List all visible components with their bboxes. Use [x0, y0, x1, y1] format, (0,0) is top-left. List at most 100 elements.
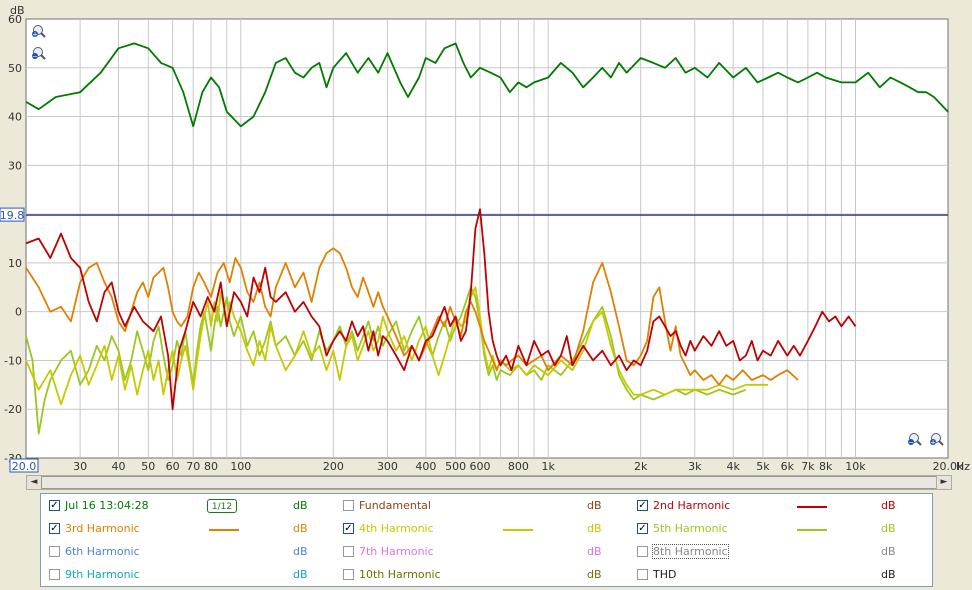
x-tick-label: 5k — [756, 460, 770, 473]
legend-item-10th-harmonic[interactable]: 10th Harmonic dB — [343, 567, 633, 585]
legend-label: 8th Harmonic — [652, 544, 729, 559]
legend-unit: dB — [293, 545, 308, 558]
legend-unit: dB — [881, 499, 896, 512]
legend-checkbox[interactable] — [343, 500, 354, 511]
legend-checkbox[interactable] — [637, 546, 648, 557]
legend-label: 6th Harmonic — [65, 545, 140, 558]
legend-checkbox[interactable]: ✓ — [637, 523, 648, 534]
legend-swatch — [797, 529, 827, 531]
legend-checkbox[interactable] — [49, 546, 60, 557]
smoothing-badge[interactable]: 1/12 — [207, 499, 237, 513]
plot-area[interactable]: 60504030100-10-20-30dB304050607080100200… — [0, 0, 972, 474]
x-tick-label: 800 — [508, 460, 529, 473]
scroll-thumb[interactable] — [41, 476, 939, 489]
reference-line-box[interactable] — [0, 207, 25, 222]
legend-unit: dB — [587, 522, 602, 535]
legend-item-2nd-harmonic[interactable]: ✓ 2nd Harmonic dB — [637, 498, 927, 516]
legend-checkbox[interactable]: ✓ — [49, 523, 60, 534]
x-tick-label: 7k — [801, 460, 815, 473]
zoom-in-icon[interactable]: + — [32, 25, 46, 39]
x-tick-label: 80 — [204, 460, 218, 473]
legend-unit: dB — [293, 568, 308, 581]
legend-label: 5th Harmonic — [653, 522, 728, 535]
x-tick-label: 200 — [323, 460, 344, 473]
legend-swatch — [797, 506, 827, 508]
x-unit-label: Hz — [956, 460, 970, 473]
x-tick-label: 600 — [469, 460, 490, 473]
legend-checkbox[interactable]: ✓ — [637, 500, 648, 511]
y-tick-label: -20 — [4, 403, 22, 416]
y-tick-label: -10 — [4, 354, 22, 367]
legend-unit: dB — [881, 568, 896, 581]
zoom-out-icon[interactable]: − — [32, 47, 46, 61]
x-tick-label: 10k — [845, 460, 866, 473]
legend-label: 3rd Harmonic — [65, 522, 140, 535]
series-line-2nd-harmonic — [25, 208, 857, 411]
x-start-label: 20.0 — [12, 460, 37, 473]
legend-checkbox[interactable]: ✓ — [49, 500, 60, 511]
plot-background — [25, 18, 949, 459]
x-tick-label: 500 — [445, 460, 466, 473]
legend-label: 10th Harmonic — [359, 568, 441, 581]
x-tick-label: 60 — [166, 460, 180, 473]
legend-checkbox[interactable] — [637, 569, 648, 580]
legend-checkbox[interactable] — [343, 546, 354, 557]
legend-unit: dB — [881, 522, 896, 535]
y-tick-label: 30 — [8, 159, 22, 172]
legend-item-6th-harmonic[interactable]: 6th Harmonic dB — [49, 544, 339, 562]
legend-checkbox[interactable] — [49, 569, 60, 580]
y-tick-label: 10 — [8, 257, 22, 270]
legend-unit: dB — [587, 499, 602, 512]
legend-item-5th-harmonic[interactable]: ✓ 5th Harmonic dB — [637, 521, 927, 539]
x-tick-label: 30 — [73, 460, 87, 473]
horizontal-scrollbar[interactable]: ◄ ► — [26, 475, 952, 490]
legend-item-thd[interactable]: THD dB — [637, 567, 927, 585]
series-line-4th-harmonic — [25, 286, 769, 406]
x-tick-label: 1k — [541, 460, 555, 473]
legend-checkbox[interactable] — [343, 569, 354, 580]
x-tick-label: 20.0k — [933, 460, 964, 473]
legend-label: Jul 16 13:04:28 — [65, 499, 149, 512]
legend-item-9th-harmonic[interactable]: 9th Harmonic dB — [49, 567, 339, 585]
zoom-out-x-icon[interactable]: − — [908, 433, 922, 447]
legend-checkbox[interactable]: ✓ — [343, 523, 354, 534]
legend-label: 4th Harmonic — [359, 522, 434, 535]
legend-unit: dB — [881, 545, 896, 558]
svg-text:+: + — [930, 439, 936, 447]
zoom-in-x-icon[interactable]: + — [930, 433, 944, 447]
legend-item-3rd-harmonic[interactable]: ✓ 3rd Harmonic dB — [49, 521, 339, 539]
x-tick-label: 70 — [186, 460, 200, 473]
legend-unit: dB — [293, 522, 308, 535]
x-tick-label: 8k — [819, 460, 833, 473]
y-tick-label: 60 — [8, 13, 22, 26]
y-tick-label: 50 — [8, 62, 22, 75]
legend-item-fundamental[interactable]: Fundamental dB — [343, 498, 633, 516]
x-tick-label: 400 — [415, 460, 436, 473]
scroll-left-button[interactable]: ◄ — [27, 476, 42, 489]
legend-label: 7th Harmonic — [359, 545, 434, 558]
x-tick-label: 2k — [634, 460, 648, 473]
scroll-right-button[interactable]: ► — [936, 476, 951, 489]
x-tick-label: 50 — [141, 460, 155, 473]
series-line-jul-16-13-04-28 — [25, 42, 949, 128]
legend-item-8th-harmonic[interactable]: 8th Harmonic dB — [637, 544, 927, 562]
legend-unit: dB — [587, 545, 602, 558]
x-tick-label: 4k — [726, 460, 740, 473]
legend-item-4th-harmonic[interactable]: ✓ 4th Harmonic dB — [343, 521, 633, 539]
x-tick-label: 3k — [688, 460, 702, 473]
series-line-5th-harmonic — [25, 286, 747, 435]
spl-distortion-chart[interactable]: 60504030100-10-20-30dB304050607080100200… — [0, 0, 972, 474]
legend-swatch — [503, 529, 533, 531]
legend-panel: ✓ Jul 16 13:04:28 1/12 dB Fundamental dB ✓ 2nd … — [40, 493, 933, 587]
x-tick-label: 100 — [230, 460, 251, 473]
x-start-box[interactable] — [9, 458, 39, 473]
y-unit-label: dB — [10, 4, 25, 17]
legend-unit: dB — [587, 568, 602, 581]
series-line-3rd-harmonic — [25, 247, 799, 386]
legend-swatch — [209, 529, 239, 531]
reference-line-label: 19.8 — [0, 209, 24, 222]
y-tick-label: 0 — [15, 306, 22, 319]
legend-label: THD — [653, 568, 677, 581]
legend-item-jul-16-13-04-28[interactable]: ✓ Jul 16 13:04:28 1/12 dB — [49, 498, 339, 516]
legend-item-7th-harmonic[interactable]: 7th Harmonic dB — [343, 544, 633, 562]
